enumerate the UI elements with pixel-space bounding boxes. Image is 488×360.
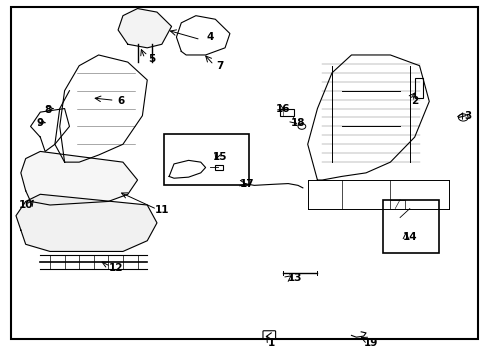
Bar xyxy=(279,109,293,116)
Bar xyxy=(382,200,438,253)
Text: 9: 9 xyxy=(37,118,44,128)
Polygon shape xyxy=(118,9,171,48)
Circle shape xyxy=(297,123,305,129)
Bar xyxy=(414,78,423,98)
FancyBboxPatch shape xyxy=(263,331,275,339)
Text: 6: 6 xyxy=(117,96,124,107)
Text: 11: 11 xyxy=(154,205,169,215)
Bar xyxy=(215,165,222,170)
Text: 2: 2 xyxy=(410,96,417,107)
Text: 13: 13 xyxy=(288,273,302,283)
Text: 18: 18 xyxy=(290,118,305,128)
Polygon shape xyxy=(16,194,157,251)
Text: 8: 8 xyxy=(44,105,51,115)
Text: 5: 5 xyxy=(148,54,155,64)
Text: 1: 1 xyxy=(267,338,274,347)
Bar xyxy=(164,134,249,185)
Text: 12: 12 xyxy=(108,262,122,273)
Polygon shape xyxy=(21,152,137,205)
Text: 10: 10 xyxy=(19,200,33,210)
Text: 3: 3 xyxy=(464,111,471,121)
Text: 19: 19 xyxy=(363,338,377,347)
Text: 4: 4 xyxy=(206,32,214,42)
Circle shape xyxy=(458,114,467,121)
Text: 7: 7 xyxy=(216,61,224,71)
Text: 15: 15 xyxy=(212,152,227,162)
Text: 14: 14 xyxy=(402,232,416,242)
Text: 16: 16 xyxy=(276,104,290,113)
Text: 17: 17 xyxy=(239,179,254,189)
